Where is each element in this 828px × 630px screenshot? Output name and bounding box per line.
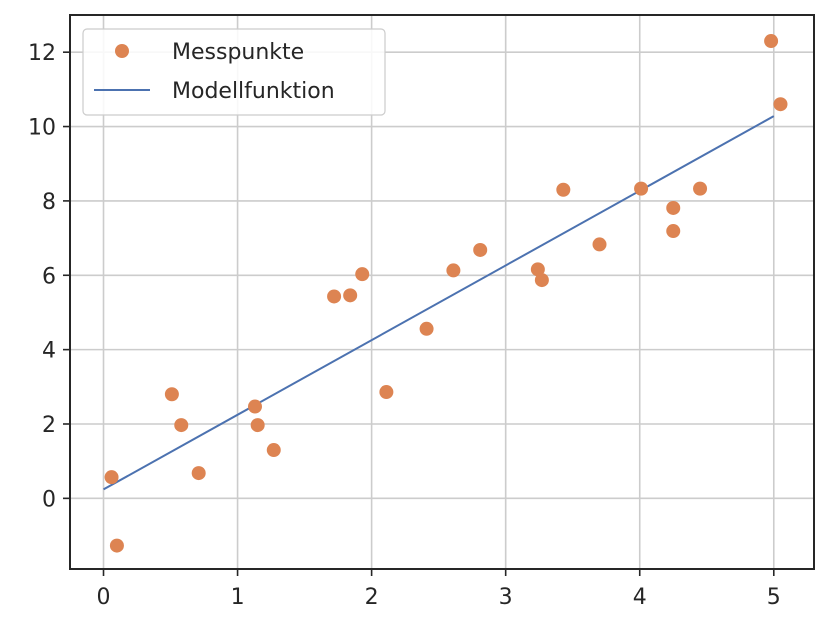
model-line [103,115,775,491]
legend-label-modellfunktion: Modellfunktion [172,79,335,104]
legend-marker-messpunkte [115,44,129,58]
data-point [666,224,681,239]
data-point [266,443,281,458]
data-point [355,267,370,282]
data-point [666,200,681,215]
data-point [174,418,189,433]
x-tick-label: 3 [499,585,513,610]
data-point [773,97,788,112]
data-point [446,263,461,278]
data-point [556,182,571,197]
y-tick-label: 2 [42,413,56,438]
data-point [327,289,342,304]
x-tick-label: 5 [767,585,781,610]
data-point [764,34,779,49]
y-tick-label: 8 [42,190,56,215]
y-tick-label: 4 [42,339,56,364]
data-point [530,262,545,277]
data-points-group [104,34,788,553]
plot-frame [69,14,815,570]
data-point [250,418,265,433]
y-tick-label: 0 [42,487,56,512]
data-point [379,385,394,400]
data-point [419,321,434,336]
x-tick-label: 1 [231,585,245,610]
model-line-group [103,115,775,491]
data-point [247,399,262,414]
data-point [164,387,179,402]
legend: Messpunkte Modellfunktion [82,28,386,116]
data-point [191,466,206,481]
x-tick-label: 0 [97,585,111,610]
data-point [634,181,649,196]
y-tick-label: 10 [28,116,56,141]
legend-box [82,28,386,116]
data-point [592,237,607,252]
y-tick-label: 6 [42,264,56,289]
legend-label-messpunkte: Messpunkte [172,40,304,65]
data-point [109,538,124,553]
data-point [534,273,549,288]
data-point [104,470,119,485]
data-point [473,242,488,257]
y-tick-label: 12 [28,41,56,66]
data-point [693,181,708,196]
data-point [343,288,358,303]
x-tick-label: 4 [633,585,647,610]
x-tick-label: 2 [365,585,379,610]
